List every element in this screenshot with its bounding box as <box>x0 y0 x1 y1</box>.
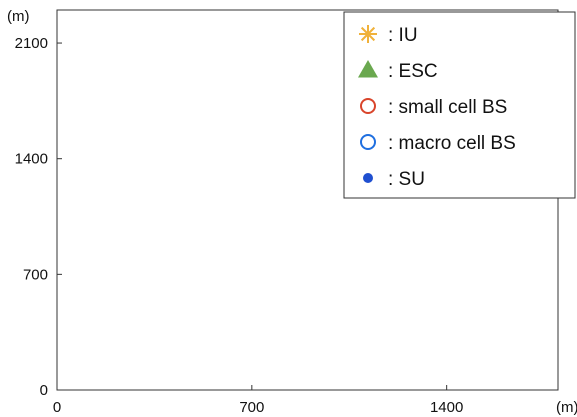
y-tick-label: 0 <box>40 382 48 399</box>
legend-su-icon <box>363 173 373 183</box>
legend-small-cell-icon <box>360 98 376 114</box>
legend-label: : ESC <box>388 61 438 82</box>
legend-box <box>343 11 576 199</box>
legend-label: : small cell BS <box>388 97 507 118</box>
x-tick-label: 0 <box>53 399 61 416</box>
legend-label: : macro cell BS <box>388 133 516 154</box>
y-axis-label: (m) <box>7 8 30 25</box>
legend-iu-icon-stroke <box>360 26 376 42</box>
legend: : IU : ESC : small cell BS : macro cell BS:… <box>343 11 576 199</box>
legend-macro-cell-icon <box>360 134 376 150</box>
legend-esc-icon <box>358 60 378 78</box>
axes: 0 700 1400 0 700 1400 2100 (m) (m) <box>7 8 577 416</box>
x-axis-label: (m) <box>556 399 577 416</box>
legend-iu-icon <box>359 25 377 43</box>
x-tick-label: 700 <box>239 399 264 416</box>
legend-label: : SU <box>388 169 425 190</box>
y-tick-label: 1400 <box>15 151 48 168</box>
x-tick-label: 1400 <box>430 399 463 416</box>
y-tick-label: 2100 <box>15 35 48 52</box>
legend-label: : IU <box>388 25 418 46</box>
y-tick-label: 700 <box>23 266 48 283</box>
